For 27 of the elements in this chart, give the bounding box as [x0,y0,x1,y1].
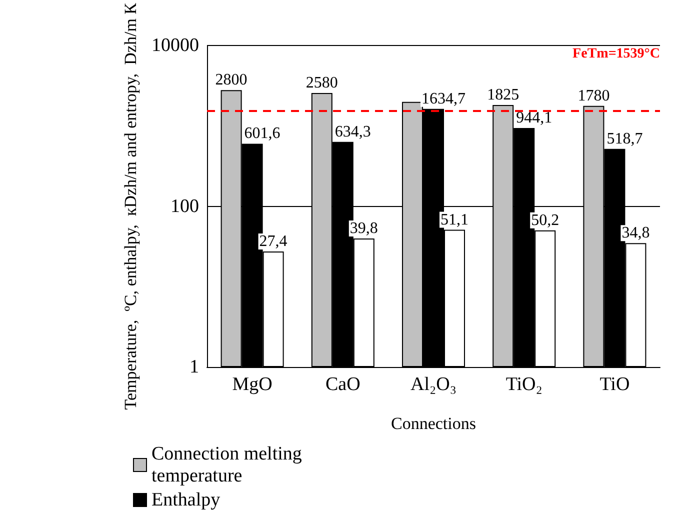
data-label: 51,1 [440,211,468,228]
data-label: 1825 [487,86,520,104]
x-tick-label: TiO₂ [506,374,542,395]
data-label: 1780 [578,87,610,104]
ref-line-label: FeTm=1539°C [572,46,660,62]
x-tick-label: MgO [232,374,272,395]
x-axis-title: Connections [391,414,476,433]
data-label: 2580 [306,74,338,92]
legend-label: Connection melting temperature [152,444,307,486]
x-tick-label: Al₂O₃ [410,374,456,395]
x-tick-label: TiO [600,374,630,395]
data-label: 1634,7 [422,90,466,108]
data-label: 944,1 [516,110,552,127]
y-tick-label: 1 [190,356,199,378]
data-label: 27,4 [259,233,288,250]
y-tick-label: 10000 [152,35,199,56]
data-label: 39,8 [350,220,378,237]
y-tick-label: 100 [170,196,199,217]
data-label: 50,2 [531,212,560,229]
y-axis-title: Temperature, ºC, enthalpy, кDzh/m and entropy, Dzh/m К [121,2,140,410]
data-label: 518,7 [606,130,643,148]
data-label: 34,8 [622,224,650,242]
data-label: 601,6 [244,125,280,142]
legend-label: Enthalpy [152,490,221,510]
data-label: 2800 [215,72,248,89]
x-tick-label: CaO [325,374,360,395]
data-label: 634,3 [334,123,371,140]
